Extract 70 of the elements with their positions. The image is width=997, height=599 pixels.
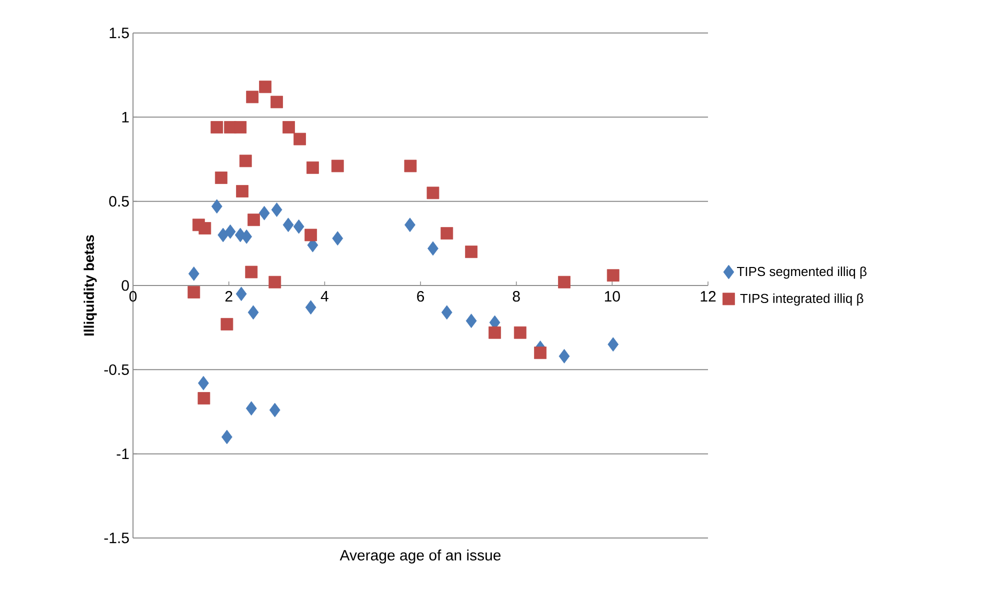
point [258,206,270,220]
point [294,132,306,146]
point [608,337,619,352]
point [488,326,501,339]
x-tick-label: 0 [129,291,137,302]
y-tick-label: -1 [116,448,129,459]
point [441,305,452,320]
x-tick-label: 2 [225,291,232,302]
x-tick-label: 10 [604,291,620,302]
legend-label: TIPS integrated illiq β [740,293,864,306]
point [248,214,260,226]
x-tick-label: 6 [417,291,424,302]
point [465,246,478,258]
point [282,218,294,232]
point [198,376,209,390]
point [305,300,316,315]
y-tick-label: 0 [122,280,129,291]
point [514,326,526,339]
point [269,402,280,418]
point [198,222,212,234]
point [466,314,477,328]
point [282,121,295,134]
y-axis-title: Illiquidity betas [84,235,97,336]
point [404,160,417,172]
point [440,227,454,240]
point [606,269,620,282]
y-tick-label: 1 [122,112,129,122]
point [188,266,200,281]
point [270,96,283,108]
point [304,228,317,242]
point [332,231,344,246]
x-axis-title: Average age of an issue [340,550,501,564]
point [246,401,257,416]
point [188,286,200,298]
point [248,305,259,320]
point [271,202,282,217]
x-tick-label: 8 [512,291,520,302]
point [236,286,247,302]
point [426,186,440,200]
x-tick-label: 4 [320,291,328,302]
point [224,224,236,239]
y-tick-label: 1.5 [110,28,129,38]
point [259,80,272,94]
point [558,348,570,364]
point [534,346,546,360]
point [221,430,232,444]
y-tick-label: -0.5 [104,364,129,375]
point [236,185,248,198]
legend-label: TIPS segmented illiq β [737,266,866,279]
point [198,392,210,404]
point [558,276,570,288]
point [331,160,344,172]
point [293,219,304,234]
x-tick-label: 12 [700,291,716,302]
point [306,161,319,174]
point [241,229,252,244]
point [234,121,247,134]
point [246,90,259,104]
point [239,154,252,168]
point [245,266,258,278]
y-tick-label: -1.5 [104,532,129,544]
point [220,318,234,330]
y-tick-label: 0.5 [109,196,129,207]
point [428,241,438,256]
point [268,276,282,288]
point [404,218,416,232]
point [211,199,222,214]
point [218,228,229,242]
point [210,121,224,134]
point [214,172,228,184]
